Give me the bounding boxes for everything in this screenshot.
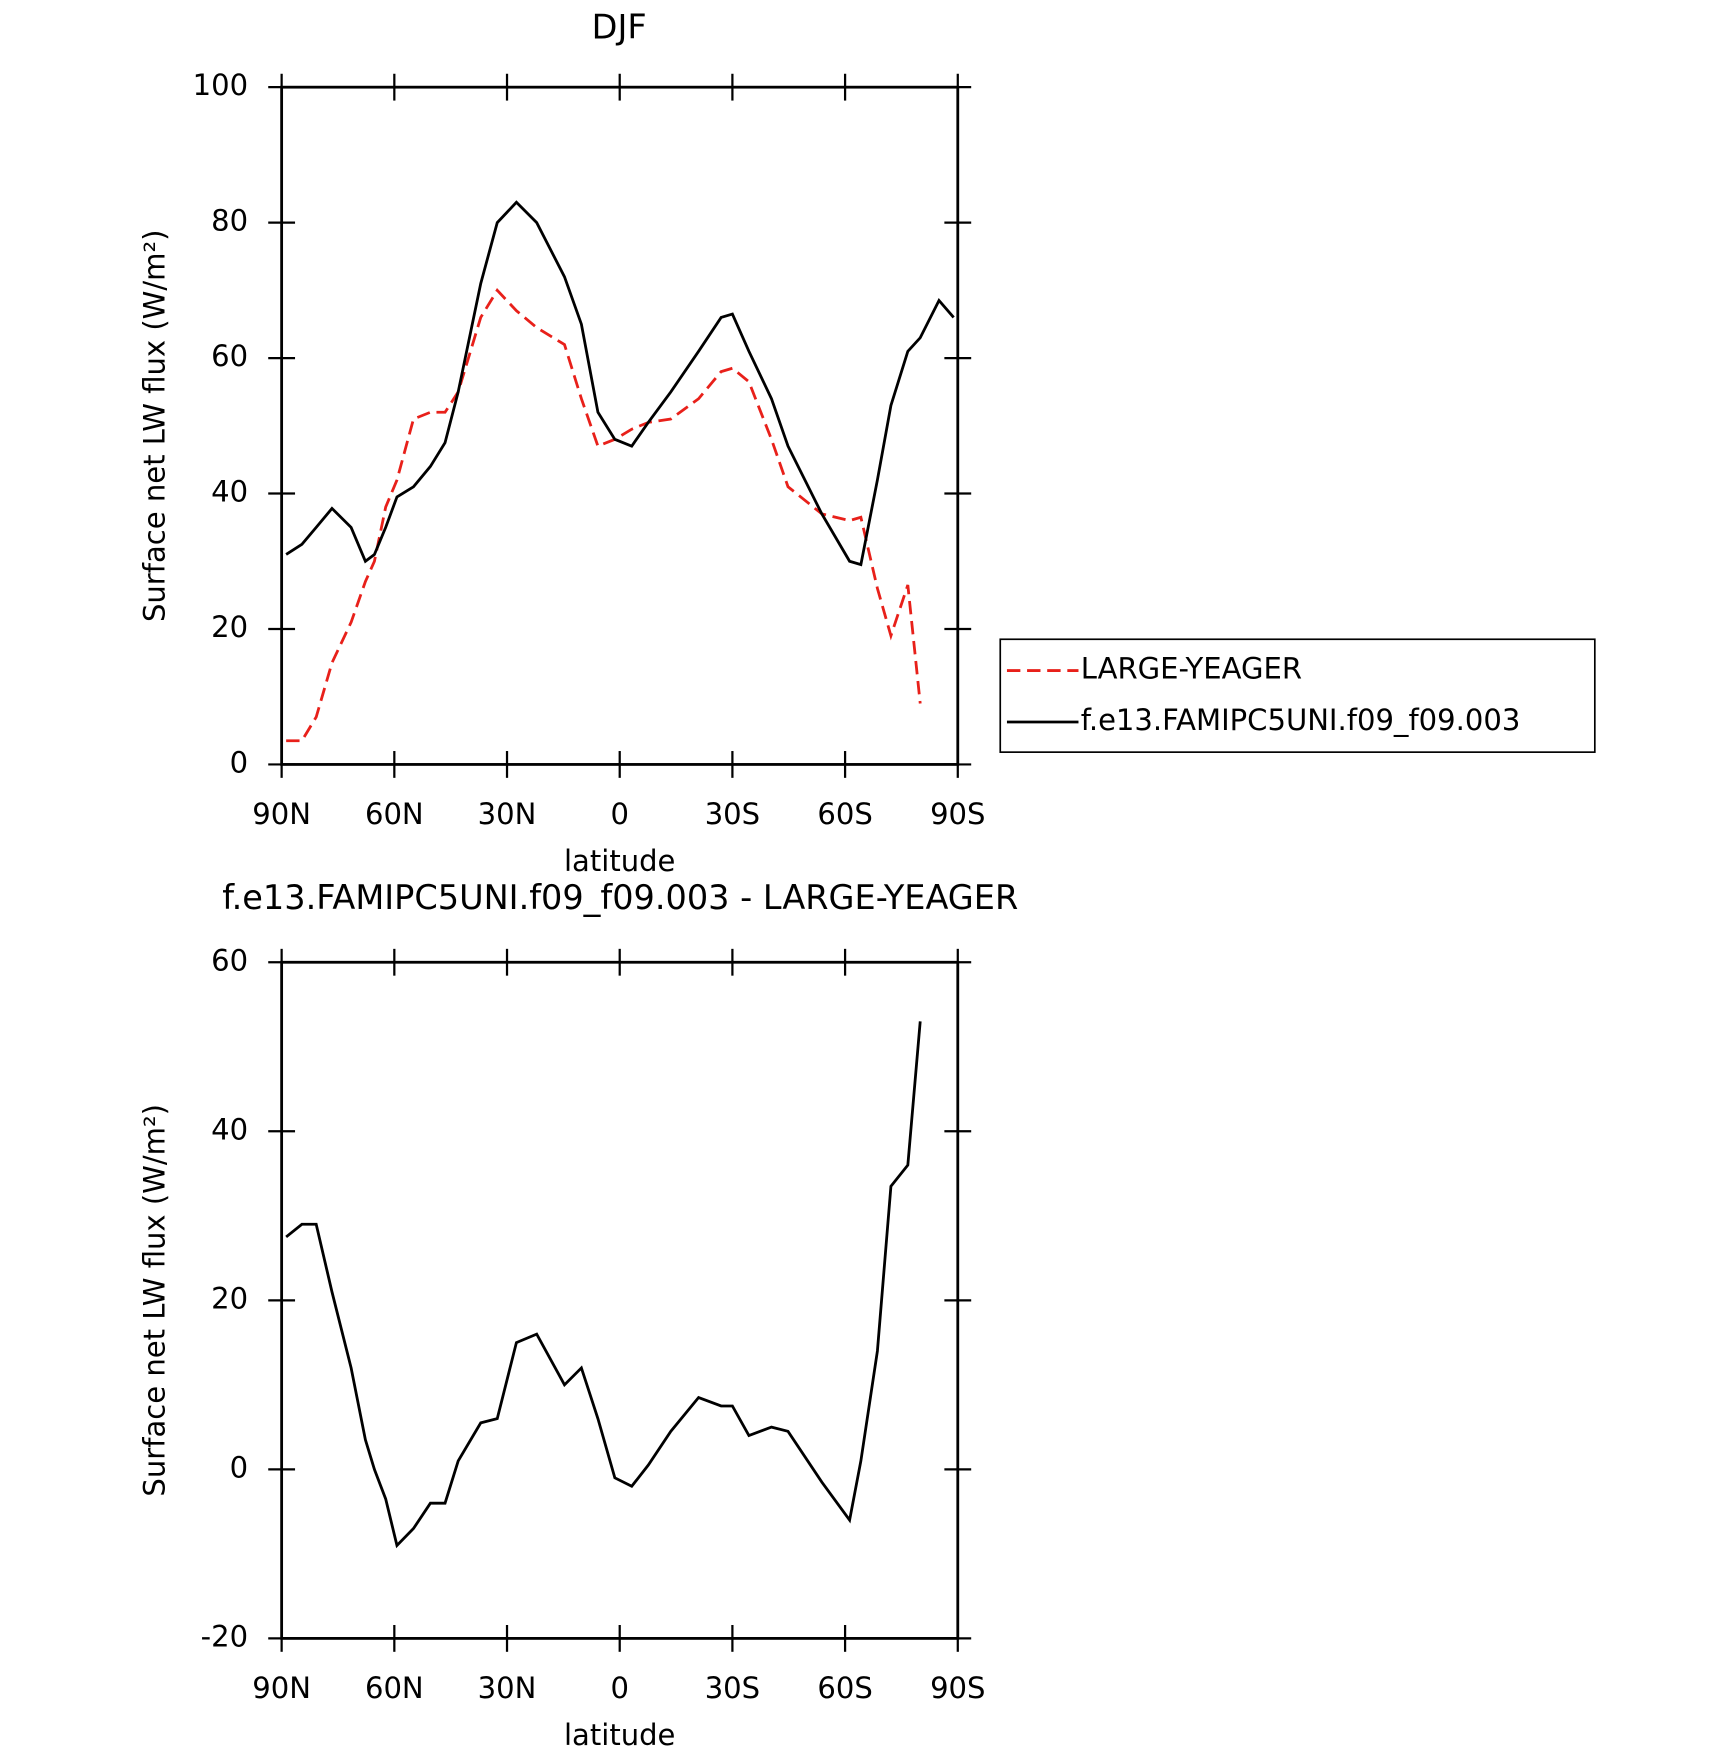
y-axis-label: Surface net LW flux (W/m²) [137,1104,171,1497]
legend-box [999,638,1596,753]
plot-frame [280,960,960,1640]
chart-title: DJF [592,8,647,47]
y-tick-label: 40 [211,1112,248,1146]
x-tick-label: 30S [705,1671,760,1705]
x-tick-label: 90S [930,1671,985,1705]
x-tick-label: 30N [478,797,537,831]
data-line [285,1021,922,1549]
x-tick-label: 60N [365,1671,424,1705]
y-tick-label: 0 [230,745,248,779]
data-line [285,200,955,567]
x-tick-label: 60N [365,797,424,831]
x-tick-label: 60S [817,1671,872,1705]
legend-label: LARGE-YEAGER [1081,652,1302,686]
legend-label: f.e13.FAMIPC5UNI.f09_f09.003 [1081,703,1521,737]
y-tick-label: 60 [211,339,248,373]
x-tick-label: 60S [817,797,872,831]
y-tick-label: 20 [211,1281,248,1315]
x-tick-label: 90N [252,797,311,831]
x-tick-label: 90N [252,1671,311,1705]
x-tick-label: 0 [610,797,628,831]
y-tick-label: 80 [211,204,248,238]
x-tick-label: 30N [478,1671,537,1705]
x-tick-label: 0 [610,1671,628,1705]
y-tick-label: 0 [230,1450,248,1484]
y-axis-label: Surface net LW flux (W/m²) [137,230,171,623]
y-tick-label: -20 [201,1619,248,1653]
canvas: DJF latitude Surface net LW flux (W/m²) 0 20… [137,8,1596,1752]
y-tick-label: 20 [211,610,248,644]
x-tick-label: 90S [930,797,985,831]
x-axis-label: latitude [564,844,675,878]
y-tick-label: 40 [211,475,248,509]
x-tick-label: 30S [705,797,760,831]
y-tick-label: 60 [211,943,248,977]
chart-title: f.e13.FAMIPC5UNI.f09_f09.003 - LARGE-YEA… [222,878,1018,917]
y-tick-label: 100 [193,68,248,102]
x-axis-label: latitude [564,1718,675,1752]
data-line [286,288,922,743]
plot-frame [280,85,960,766]
